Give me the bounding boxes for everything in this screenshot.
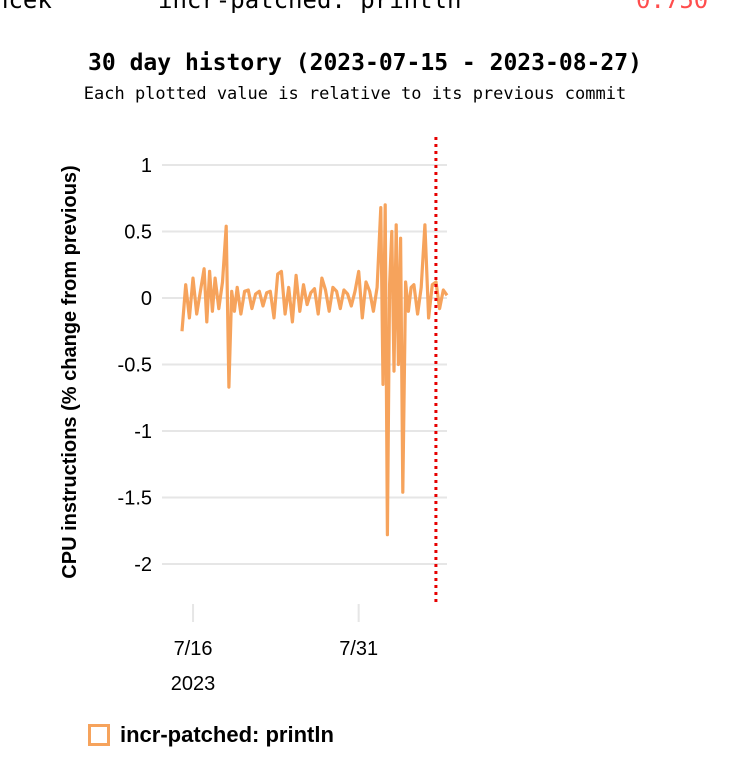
legend[interactable]: incr-patched: println <box>88 722 334 748</box>
series-layer <box>180 203 449 537</box>
y-tick-labels: 1 0.5 0 -0.5 -1 -1.5 -2 <box>118 155 152 576</box>
chart-title: 30 day history (2023-07-15 - 2023-08-27) <box>88 50 642 76</box>
x-ticks: 7/16 2023 7/31 <box>171 604 378 695</box>
y-tick-label: -2 <box>134 554 152 576</box>
y-tick-label: -1.5 <box>118 488 152 510</box>
header-cell-1: ncek <box>0 0 52 14</box>
header-row: ncek incr-patched: println 0.750 <box>0 0 730 14</box>
x-tick-label: 7/31 <box>339 638 378 660</box>
y-tick-label: -1 <box>134 421 152 443</box>
y-axis-label: CPU instructions (% change from previous… <box>59 165 81 578</box>
y-tick-label: 0 <box>141 288 152 310</box>
y-tick-label: 0.5 <box>124 222 152 244</box>
legend-swatch[interactable] <box>88 724 110 746</box>
series-line[interactable] <box>180 203 449 537</box>
legend-label: incr-patched: println <box>120 722 334 747</box>
y-tick-label: 1 <box>141 155 152 177</box>
x-tick-sublabel: 2023 <box>171 673 216 695</box>
chart-subtitle: Each plotted value is relative to its pr… <box>83 84 627 104</box>
x-tick-label: 7/16 <box>174 638 213 660</box>
history-chart: 1 0.5 0 -0.5 -1 -1.5 -2 7/16 2023 7/31 CPU instr… <box>59 137 449 695</box>
header-cell-value: 0.750 <box>636 0 709 14</box>
y-tick-label: -0.5 <box>118 355 152 377</box>
header-cell-benchmark: incr-patched: println <box>158 0 462 14</box>
